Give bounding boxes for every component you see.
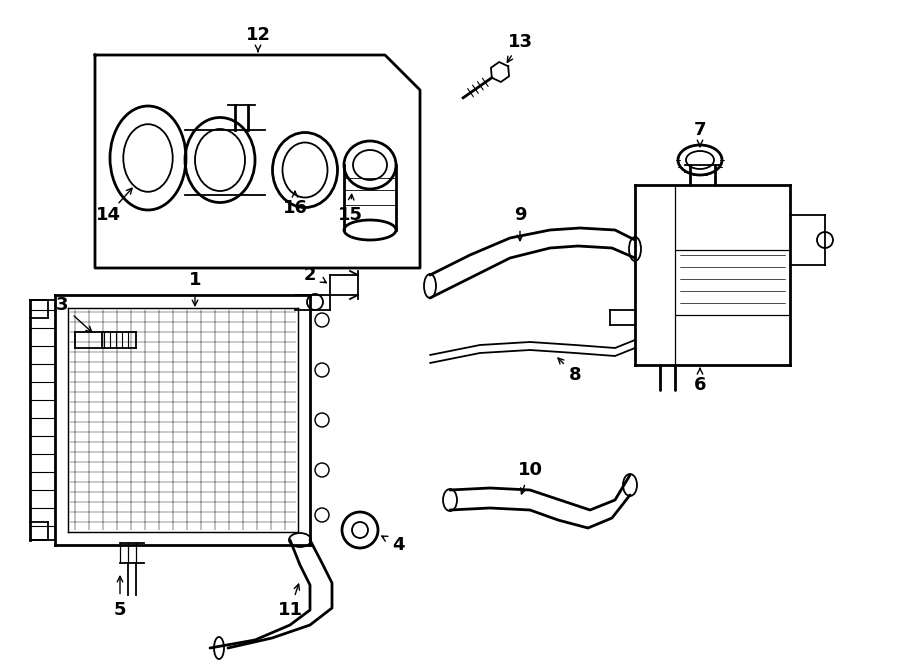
Text: 2: 2 [304, 266, 316, 284]
Text: 9: 9 [514, 206, 526, 224]
Text: 8: 8 [569, 366, 581, 384]
Text: 4: 4 [392, 536, 404, 554]
Text: 1: 1 [189, 271, 202, 289]
Text: 10: 10 [518, 461, 543, 479]
Text: 11: 11 [277, 601, 302, 619]
Text: 3: 3 [56, 296, 68, 314]
Text: 7: 7 [694, 121, 706, 139]
Text: 16: 16 [283, 199, 308, 217]
Text: 15: 15 [338, 206, 363, 224]
Text: 12: 12 [246, 26, 271, 44]
Text: 6: 6 [694, 376, 706, 394]
Text: 13: 13 [508, 33, 533, 51]
Text: 14: 14 [95, 206, 121, 224]
Text: 5: 5 [113, 601, 126, 619]
